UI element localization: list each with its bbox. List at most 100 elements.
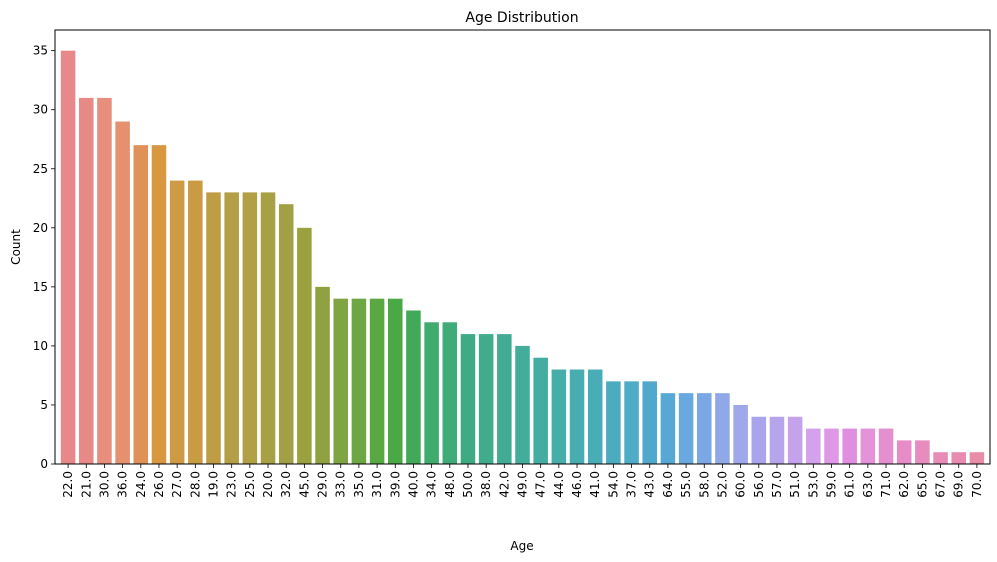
bar-61.0 bbox=[842, 428, 857, 464]
bars-group bbox=[60, 50, 985, 465]
x-tick-label: 47.0 bbox=[534, 471, 548, 498]
bar-27.0 bbox=[169, 180, 185, 464]
x-tick-label: 40.0 bbox=[406, 471, 420, 498]
bar-29.0 bbox=[315, 286, 330, 464]
bar-19.0 bbox=[206, 192, 221, 464]
bar-25.0 bbox=[242, 192, 258, 464]
bar-52.0 bbox=[715, 393, 730, 464]
bar-47.0 bbox=[533, 357, 548, 464]
y-tick-label: 5 bbox=[40, 398, 48, 412]
bar-69.0 bbox=[951, 452, 966, 464]
bar-45.0 bbox=[297, 227, 312, 464]
bar-35.0 bbox=[351, 298, 367, 464]
bar-50.0 bbox=[460, 334, 476, 464]
x-tick-label: 52.0 bbox=[715, 471, 729, 498]
x-tick-label: 60.0 bbox=[734, 471, 748, 498]
x-tick-label: 33.0 bbox=[334, 471, 348, 498]
bar-38.0 bbox=[478, 334, 494, 464]
bar-58.0 bbox=[696, 393, 712, 464]
x-tick-label: 50.0 bbox=[461, 471, 475, 498]
y-tick-label: 25 bbox=[33, 162, 48, 176]
x-tick-label: 43.0 bbox=[643, 471, 657, 498]
bar-28.0 bbox=[188, 180, 203, 464]
bar-54.0 bbox=[606, 381, 621, 464]
bar-31.0 bbox=[369, 298, 385, 464]
bar-34.0 bbox=[424, 322, 439, 464]
bar-57.0 bbox=[769, 416, 785, 464]
bar-20.0 bbox=[260, 192, 276, 464]
x-tick-label: 42.0 bbox=[497, 471, 511, 498]
bar-39.0 bbox=[387, 298, 403, 464]
y-tick-label: 20 bbox=[33, 221, 48, 235]
x-tick-label: 38.0 bbox=[479, 471, 493, 498]
bar-32.0 bbox=[278, 204, 294, 464]
y-axis: 0 5 10 15 20 25 30 35 bbox=[33, 44, 55, 471]
bar-26.0 bbox=[151, 145, 167, 464]
x-tick-label: 57.0 bbox=[770, 471, 784, 498]
bar-46.0 bbox=[569, 369, 585, 464]
x-tick-label: 36.0 bbox=[116, 471, 130, 498]
x-tick-label: 71.0 bbox=[879, 471, 893, 498]
x-tick-label: 46.0 bbox=[570, 471, 584, 498]
x-tick-label: 48.0 bbox=[443, 471, 457, 498]
x-tick-label: 24.0 bbox=[134, 471, 148, 498]
x-tick-label: 34.0 bbox=[425, 471, 439, 498]
x-tick-label: 39.0 bbox=[388, 471, 402, 498]
plot-frame bbox=[54, 29, 991, 465]
y-tick-label: 30 bbox=[33, 103, 48, 117]
bar-56.0 bbox=[751, 416, 767, 464]
x-tick-label: 63.0 bbox=[861, 471, 875, 498]
x-tick-label: 27.0 bbox=[170, 471, 184, 498]
x-tick-label: 22.0 bbox=[61, 471, 75, 498]
y-tick-label: 15 bbox=[33, 280, 48, 294]
x-tick-label: 25.0 bbox=[243, 471, 257, 498]
x-tick-label: 59.0 bbox=[825, 471, 839, 498]
y-tick-label: 35 bbox=[33, 44, 48, 58]
bar-63.0 bbox=[860, 428, 876, 464]
bar-70.0 bbox=[969, 452, 985, 464]
x-tick-label: 28.0 bbox=[188, 471, 202, 498]
x-tick-label: 55.0 bbox=[679, 471, 693, 498]
bar-49.0 bbox=[515, 345, 530, 464]
x-tick-label: 41.0 bbox=[588, 471, 602, 498]
x-tick-label: 45.0 bbox=[297, 471, 311, 498]
x-axis: 22.0 21.0 30.0 36.0 24.0 26.0 27.0 28.0 19.0 23.0… bbox=[61, 464, 984, 498]
chart-title: Age Distribution bbox=[465, 10, 578, 26]
x-tick-label: 69.0 bbox=[952, 471, 966, 498]
bar-65.0 bbox=[915, 440, 930, 464]
x-tick-label: 30.0 bbox=[97, 471, 111, 498]
y-tick-label: 0 bbox=[40, 457, 48, 471]
x-tick-label: 49.0 bbox=[516, 471, 530, 498]
bar-21.0 bbox=[78, 97, 94, 465]
x-tick-label: 56.0 bbox=[752, 471, 766, 498]
x-tick-label: 51.0 bbox=[788, 471, 802, 498]
x-tick-label: 31.0 bbox=[370, 471, 384, 498]
x-tick-label: 23.0 bbox=[225, 471, 239, 498]
bar-59.0 bbox=[824, 428, 839, 464]
x-tick-label: 53.0 bbox=[806, 471, 820, 498]
x-tick-label: 32.0 bbox=[279, 471, 293, 498]
x-tick-label: 58.0 bbox=[697, 471, 711, 498]
bar-41.0 bbox=[587, 369, 603, 464]
y-axis-title: Count bbox=[9, 229, 23, 265]
bar-48.0 bbox=[442, 322, 458, 464]
bar-51.0 bbox=[787, 416, 803, 464]
x-tick-label: 37.0 bbox=[625, 471, 639, 498]
x-tick-label: 20.0 bbox=[261, 471, 275, 498]
x-tick-label: 29.0 bbox=[316, 471, 330, 498]
bar-23.0 bbox=[224, 192, 239, 464]
x-tick-label: 54.0 bbox=[606, 471, 620, 498]
bar-33.0 bbox=[333, 298, 348, 464]
x-tick-label: 64.0 bbox=[661, 471, 675, 498]
bar-36.0 bbox=[115, 121, 130, 465]
bar-42.0 bbox=[497, 334, 512, 464]
x-tick-label: 19.0 bbox=[207, 471, 221, 498]
bar-30.0 bbox=[97, 97, 112, 465]
bar-67.0 bbox=[933, 452, 948, 464]
bar-64.0 bbox=[660, 393, 676, 464]
bar-55.0 bbox=[678, 393, 694, 464]
bar-40.0 bbox=[406, 310, 421, 464]
bar-24.0 bbox=[133, 145, 149, 464]
x-tick-label: 26.0 bbox=[152, 471, 166, 498]
